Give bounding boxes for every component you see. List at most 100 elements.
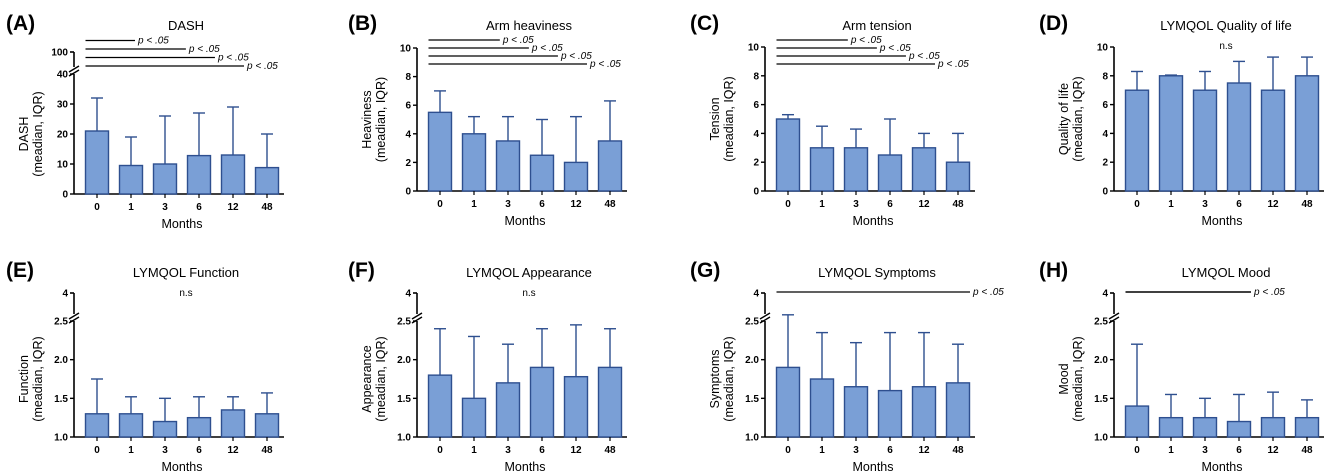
bar [1226, 420, 1252, 438]
x-axis-label: Months [1202, 214, 1243, 228]
bar [1226, 82, 1252, 192]
y-tick-label: 6 [1102, 100, 1108, 111]
chart-panel-b: (B) Arm heaviness 0 2 4 6 8 10 0 1 3 6 12 48 Months Hea… [348, 12, 627, 228]
bar [1260, 89, 1286, 192]
significance-label: p < .05 [937, 59, 969, 70]
y-tick-label: 30 [57, 100, 69, 111]
axis-break-mark [759, 316, 771, 324]
bar [563, 161, 589, 192]
bar [1192, 416, 1218, 438]
y-tick-label: 4 [1102, 129, 1108, 140]
bar [529, 366, 555, 438]
y-tick-label: 40 [57, 70, 69, 81]
y-tick-label: 1.0 [745, 433, 759, 444]
y-tick-label: 100 [51, 48, 68, 59]
x-tick-label: 6 [887, 199, 893, 210]
x-axis-label: Months [162, 460, 203, 474]
y-axis-label: Symptoms(meadian, IQR) [708, 336, 736, 421]
axis-break-mark [759, 312, 771, 320]
bar [152, 420, 178, 438]
bar [220, 154, 246, 195]
chart-panel-c: (C) Arm tension 0 2 4 6 8 10 0 1 3 6 12 48 Months Tensi… [690, 12, 975, 228]
x-axis-label: Months [505, 460, 546, 474]
y-tick-label: 1.5 [54, 394, 68, 405]
x-tick-label: 6 [1236, 199, 1242, 210]
x-tick-label: 3 [162, 202, 168, 213]
ns-label: n.s [522, 288, 535, 299]
bar [809, 147, 835, 192]
x-axis-label: Months [505, 214, 546, 228]
bar [254, 166, 280, 195]
x-tick-label: 1 [471, 199, 477, 210]
y-tick-label: 20 [57, 130, 69, 141]
bar [220, 409, 246, 438]
bar [1192, 89, 1218, 192]
x-tick-label: 1 [128, 202, 134, 213]
y-tick-label: 2 [753, 158, 759, 169]
y-tick-label: 10 [57, 160, 69, 171]
x-tick-label: 48 [1301, 445, 1313, 456]
x-tick-label: 3 [505, 199, 511, 210]
x-tick-label: 3 [1202, 445, 1208, 456]
y-tick-label: 1.5 [397, 394, 411, 405]
x-tick-label: 1 [1168, 199, 1174, 210]
axis-break-mark [68, 69, 80, 77]
panel-letter: (B) [348, 12, 377, 35]
bar [152, 163, 178, 195]
y-axis-label: Quality of life(meadian, IQR) [1057, 76, 1085, 161]
y-tick-label: 1.5 [1094, 394, 1108, 405]
y-tick-label: 8 [1102, 71, 1108, 82]
x-tick-label: 0 [1134, 445, 1140, 456]
x-axis-label: Months [853, 214, 894, 228]
y-tick-label: 2.5 [1094, 317, 1108, 328]
axis-break-mark [411, 312, 423, 320]
bar [84, 130, 110, 195]
x-tick-label: 48 [604, 445, 616, 456]
bar [254, 413, 280, 438]
y-tick-label: 2 [1102, 158, 1108, 169]
x-tick-label: 1 [471, 445, 477, 456]
bar [911, 386, 937, 438]
panel-letter: (H) [1039, 259, 1068, 282]
y-tick-label: 2.0 [54, 355, 68, 366]
bar [945, 382, 971, 438]
x-tick-label: 6 [539, 445, 545, 456]
x-tick-label: 48 [604, 199, 616, 210]
x-tick-label: 3 [853, 199, 859, 210]
y-tick-label: 1.0 [397, 433, 411, 444]
x-tick-label: 48 [1301, 199, 1313, 210]
bar [597, 140, 623, 192]
significance-label: p < .05 [908, 51, 940, 62]
significance-label: p < .05 [972, 287, 1004, 298]
chart-panel-h: (H) LYMQOL Mood 4 1.0 1.5 2.0 2.5 0 1 3 6 12 48 Month… [1039, 259, 1324, 474]
y-tick-label: 1.0 [1094, 433, 1108, 444]
x-tick-label: 12 [918, 199, 930, 210]
x-tick-label: 48 [261, 202, 273, 213]
x-tick-label: 48 [952, 445, 964, 456]
ns-label: n.s [1219, 41, 1232, 52]
y-tick-label: 2.0 [1094, 355, 1108, 366]
x-tick-label: 0 [94, 202, 100, 213]
panel-letter: (G) [690, 259, 720, 282]
x-tick-label: 6 [1236, 445, 1242, 456]
y-tick-label: 1.5 [745, 394, 759, 405]
x-tick-label: 3 [505, 445, 511, 456]
chart-title: LYMQOL Appearance [466, 265, 592, 280]
y-axis-label: Appearance(meadian, IQR) [360, 336, 388, 421]
significance-label: p < .05 [531, 43, 563, 54]
chart-panel-f: (F) LYMQOL Appearance n.s 4 1.0 1.5 2.0 2.5 0 1 3 6… [348, 259, 627, 474]
bar [461, 133, 487, 192]
x-tick-label: 6 [539, 199, 545, 210]
significance-label: p < .05 [217, 53, 249, 64]
panel-letter: (A) [6, 12, 35, 35]
panel-letter: (D) [1039, 12, 1068, 35]
axis-break-mark [68, 312, 80, 320]
x-tick-label: 0 [1134, 199, 1140, 210]
x-tick-label: 3 [853, 445, 859, 456]
bar [911, 147, 937, 192]
bar [118, 413, 144, 438]
significance-label: p < .05 [246, 61, 278, 72]
bar [495, 140, 521, 192]
y-tick-label: 6 [753, 100, 759, 111]
y-tick-label: 2.5 [745, 317, 759, 328]
